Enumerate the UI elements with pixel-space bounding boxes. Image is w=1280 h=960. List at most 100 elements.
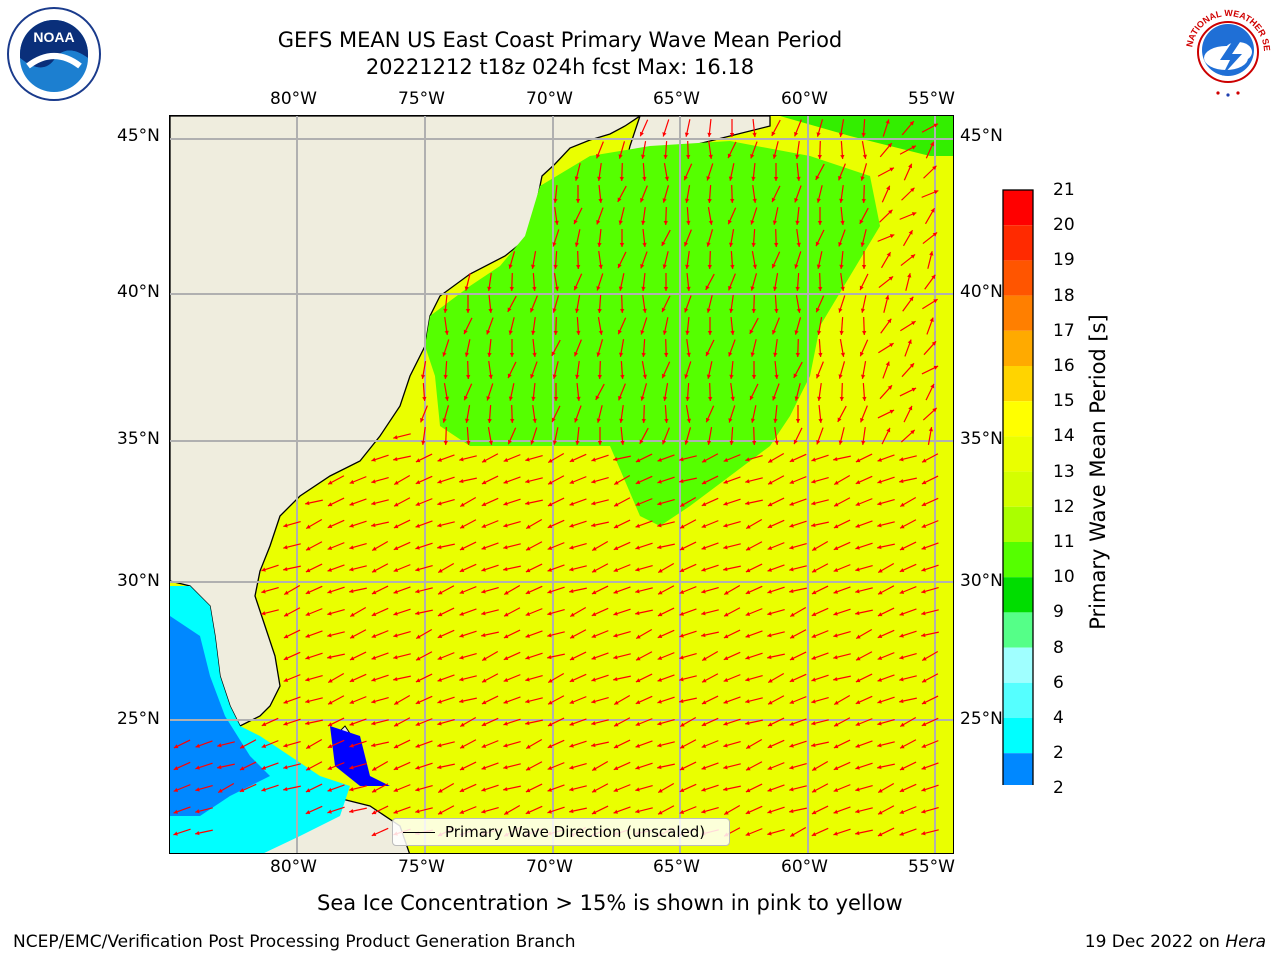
wave-arrow-head [684,440,689,445]
wave-arrow-head [530,307,535,313]
wave-arrow-head [503,786,508,792]
wave-arrow-head [442,418,447,423]
wave-arrow-head [459,633,464,638]
wave-arrow-head [816,264,822,269]
green-region [425,141,880,526]
wave-arrow-head [393,567,399,572]
wave-arrow-head [921,700,927,705]
wave-arrow-head [663,287,669,291]
wave-arrow-head [922,656,927,661]
wave-arrow-head [349,721,354,726]
wave-arrow-head [686,220,691,225]
wave-arrow-head [305,633,310,638]
wave-arrow-head [877,677,882,682]
wave-arrow-head [817,154,822,159]
wave-arrow-head [745,831,751,836]
wave-arrow-head [415,610,420,616]
wave-arrow-head [415,743,420,748]
colorbar-tick-label: 8 [1053,637,1064,658]
wave-arrow-head [684,308,689,313]
wave-arrow-head [488,308,493,313]
wave-arrow-head [598,264,603,269]
wave-arrow-head [767,567,772,572]
wave-arrow-head [261,765,266,770]
wave-arrow-head [679,589,685,594]
wave-arrow-head [372,546,377,551]
wave-arrow-head [794,198,799,203]
wave-arrow-head [839,198,844,203]
lon-tick-top-75w: 75°W [398,89,445,109]
wave-arrow-head [877,501,882,506]
wave-arrow-head [421,440,426,445]
wave-arrow-head [728,352,733,357]
colorbar-segment [1003,542,1033,578]
wave-arrow-head [547,611,552,616]
wave-arrow-head [885,361,890,366]
wave-arrow-head [877,544,882,550]
wave-arrow-head [794,264,799,269]
wave-arrow-head [767,809,772,814]
wave-arrow-head [889,409,895,414]
wave-arrow-head [635,523,640,528]
wave-arrow-head [684,241,689,247]
wave-arrow-head [460,722,465,727]
wave-arrow-head [774,242,779,247]
wave-arrow-head [723,699,728,704]
wave-arrow-head [415,458,421,463]
wave-arrow-head [618,286,624,291]
wave-arrow-head [701,700,707,705]
wave-arrow-head [547,722,553,727]
wave-arrow-head [618,352,624,357]
wave-arrow-head [840,154,845,159]
wave-arrow-head [574,176,579,181]
wave-arrow-head [817,396,822,401]
wave-arrow-head [503,656,509,661]
wave-arrow-head [833,589,838,594]
wave-arrow-head [932,165,937,171]
wave-arrow-head [261,567,266,572]
lon-tick-top-55w: 55°W [908,89,955,109]
wave-arrow-head [438,810,443,815]
colorbar-segment [1003,260,1033,296]
wave-arrow-head [708,154,713,159]
wave-arrow-head [889,343,894,348]
wave-arrow-head [617,329,622,335]
wave-arrow-head [859,351,864,357]
wave-arrow-head [789,458,795,463]
wave-arrow-head [834,700,839,705]
colorbar-border [1002,189,1034,785]
wave-arrow-head [592,788,597,793]
wave-arrow-head [679,788,685,793]
wave-arrow-head [889,167,894,172]
wave-arrow-head [240,744,245,749]
wave-arrow-head [619,176,624,181]
colorbar-tick-label: 15 [1053,391,1075,412]
wave-arrow-head [618,220,623,225]
wave-arrow-head [569,787,574,792]
wave-arrow-head [464,286,469,291]
wave-arrow-head [420,417,425,423]
wave-arrow-head [327,524,333,529]
wave-arrow-head [415,678,421,683]
wave-arrow-head [371,699,376,704]
wave-arrow-head [371,655,376,660]
wave-arrow-head [636,656,641,661]
wave-arrow-head [685,396,690,401]
wave-arrow-head [613,744,619,749]
wave-arrow-head [811,522,816,528]
wave-arrow-head [773,177,779,181]
wave-arrow-head [525,500,530,506]
wave-arrow-head [481,567,486,572]
wave-arrow-head [437,699,442,704]
wave-arrow-head [173,809,178,814]
wave-arrow-head [899,633,904,638]
wave-arrow-head [789,678,795,683]
wave-arrow-head [327,787,332,792]
wave-arrow-head [547,633,552,638]
wave-arrow-head [701,722,707,727]
lat-tick-right-25n: 25°N [960,709,1003,729]
colorbar [1002,189,1034,785]
wave-arrow-head [547,567,552,572]
wave-arrow-head [878,810,883,815]
colorbar-tick-label: 12 [1053,496,1075,517]
